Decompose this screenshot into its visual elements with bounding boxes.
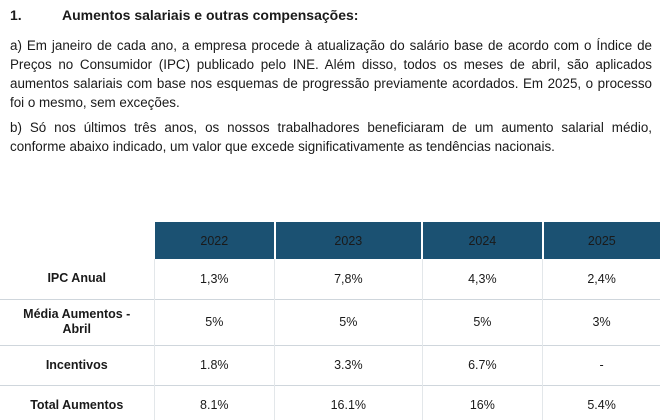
row-label: Média Aumentos - Abril (0, 298, 154, 345)
paragraph-a: a) Em janeiro de cada ano, a empresa pro… (10, 38, 652, 110)
table-cell: 2,4% (542, 259, 660, 299)
table-cell: 16.1% (274, 384, 423, 420)
year-header: 2022 (153, 222, 275, 259)
table-cell: 6.7% (421, 344, 543, 385)
table-row: IPC Anual 1,3% 7,8% 4,3% 2,4% (0, 259, 660, 299)
row-label: Total Aumentos (0, 384, 154, 420)
section-heading: 1. Aumentos salariais e outras compensaç… (10, 0, 652, 28)
year-header: 2023 (273, 222, 423, 259)
table-cell: 5% (421, 298, 543, 345)
table-row: Total Aumentos 8.1% 16.1% 16% 5.4% (0, 384, 660, 420)
table-cell: 5% (274, 298, 423, 345)
document-body: 1. Aumentos salariais e outras compensaç… (10, 0, 652, 156)
table-cell: 8.1% (153, 384, 275, 420)
table-cell: 3.3% (274, 344, 423, 385)
year-header: 2025 (541, 222, 660, 259)
table-row: Incentivos 1.8% 3.3% 6.7% - (0, 344, 660, 385)
salary-increase-table: 2022 2023 2024 2025 IPC Anual 1,3% 7,8% … (0, 222, 660, 420)
table-cell: 1,3% (153, 259, 275, 299)
section-title: Aumentos salariais e outras compensações… (62, 7, 359, 23)
row-label: Incentivos (0, 344, 154, 385)
table-cell: 5% (153, 298, 275, 345)
table-cell: 3% (542, 298, 660, 345)
table-corner-cell (0, 222, 154, 259)
table-cell: - (542, 344, 660, 385)
section-number: 1. (10, 7, 22, 23)
table-cell: 16% (421, 384, 543, 420)
year-header: 2024 (421, 222, 543, 259)
table-cell: 7,8% (274, 259, 423, 299)
table-cell: 5.4% (542, 384, 660, 420)
row-label: IPC Anual (47, 271, 107, 286)
table-cell: 4,3% (421, 259, 543, 299)
paragraph-b: b) Só nos últimos três anos, os nossos t… (10, 120, 652, 154)
table-header-row: 2022 2023 2024 2025 (0, 222, 660, 259)
table-cell: 1.8% (153, 344, 275, 385)
table-row: Média Aumentos - Abril 5% 5% 5% 3% (0, 298, 660, 345)
